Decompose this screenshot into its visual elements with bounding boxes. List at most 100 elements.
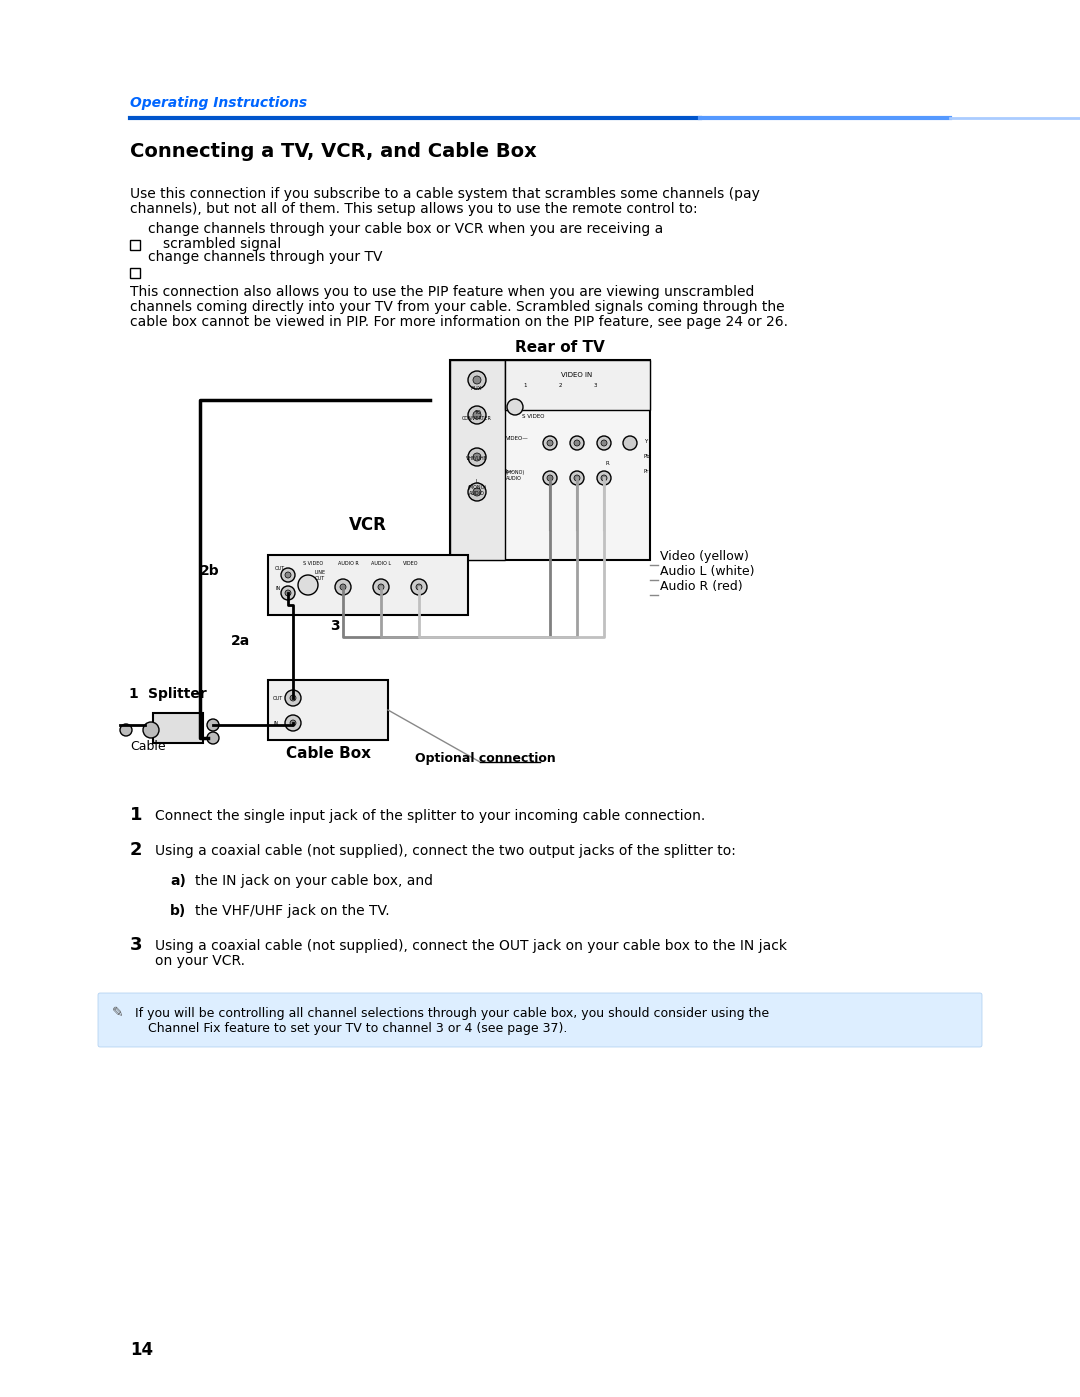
Text: the VHF/UHF jack on the TV.: the VHF/UHF jack on the TV.: [195, 904, 390, 918]
Text: AUDIO R: AUDIO R: [338, 562, 359, 566]
Text: 3: 3: [593, 383, 597, 388]
Text: VIDEO IN: VIDEO IN: [562, 372, 593, 379]
Text: channels), but not all of them. This setup allows you to use the remote control : channels), but not all of them. This set…: [130, 203, 698, 217]
Circle shape: [378, 584, 384, 590]
Text: IN: IN: [273, 721, 279, 726]
Bar: [450, 360, 505, 560]
Text: AUX: AUX: [471, 386, 483, 391]
Text: VIDEO: VIDEO: [403, 562, 419, 566]
Bar: [153, 712, 203, 743]
Circle shape: [473, 488, 481, 496]
Text: TO
CONVERTER: TO CONVERTER: [462, 411, 491, 420]
Text: Connect the single input jack of the splitter to your incoming cable connection.: Connect the single input jack of the spl…: [156, 809, 705, 823]
Text: Using a coaxial cable (not supplied), connect the OUT jack on your cable box to : Using a coaxial cable (not supplied), co…: [156, 939, 787, 953]
Text: AUDIO L: AUDIO L: [372, 562, 391, 566]
Text: Pr: Pr: [644, 469, 649, 474]
Circle shape: [207, 732, 219, 745]
Circle shape: [281, 585, 295, 599]
Circle shape: [600, 475, 607, 481]
Text: 14: 14: [130, 1341, 153, 1359]
Text: Channel Fix feature to set your TV to channel 3 or 4 (see page 37).: Channel Fix feature to set your TV to ch…: [148, 1023, 567, 1035]
Circle shape: [546, 475, 553, 481]
Circle shape: [543, 436, 557, 450]
Circle shape: [340, 584, 346, 590]
Text: Operating Instructions: Operating Instructions: [130, 96, 307, 110]
Text: 3: 3: [330, 619, 339, 633]
Text: 2a: 2a: [231, 634, 251, 648]
Text: channels coming directly into your TV from your cable. Scrambled signals coming : channels coming directly into your TV fr…: [130, 300, 785, 314]
Text: This connection also allows you to use the PIP feature when you are viewing unsc: This connection also allows you to use t…: [130, 285, 754, 299]
Circle shape: [573, 475, 580, 481]
Circle shape: [597, 436, 611, 450]
FancyBboxPatch shape: [98, 993, 982, 1046]
Text: ✎: ✎: [112, 1006, 123, 1020]
Text: L
(MONO)
AUDIO: L (MONO) AUDIO: [468, 479, 487, 496]
Text: scrambled signal: scrambled signal: [163, 237, 281, 251]
Text: Video (yellow): Video (yellow): [660, 550, 748, 563]
Text: the IN jack on your cable box, and: the IN jack on your cable box, and: [195, 875, 433, 888]
Circle shape: [335, 578, 351, 595]
Text: Audio R (red): Audio R (red): [660, 580, 743, 592]
Text: Optional connection: Optional connection: [415, 752, 555, 766]
Text: Connecting a TV, VCR, and Cable Box: Connecting a TV, VCR, and Cable Box: [130, 142, 537, 161]
Bar: [268, 555, 468, 615]
Circle shape: [468, 483, 486, 502]
Text: Pb: Pb: [644, 454, 651, 460]
Text: a): a): [170, 875, 186, 888]
Bar: [130, 240, 140, 250]
Text: R: R: [605, 461, 609, 467]
Text: 1: 1: [523, 383, 527, 388]
Circle shape: [416, 584, 422, 590]
Circle shape: [285, 590, 291, 597]
Text: If you will be controlling all channel selections through your cable box, you sh: If you will be controlling all channel s…: [135, 1007, 769, 1020]
Circle shape: [570, 436, 584, 450]
Circle shape: [546, 440, 553, 446]
Circle shape: [468, 448, 486, 467]
Text: Use this connection if you subscribe to a cable system that scrambles some chann: Use this connection if you subscribe to …: [130, 187, 760, 201]
Text: 1: 1: [130, 806, 143, 824]
Text: cable box cannot be viewed in PIP. For more information on the PIP feature, see : cable box cannot be viewed in PIP. For m…: [130, 314, 788, 330]
Circle shape: [285, 715, 301, 731]
Text: IN: IN: [275, 585, 280, 591]
Text: OUT: OUT: [273, 696, 283, 701]
Circle shape: [285, 571, 291, 578]
Text: VHF/UHF: VHF/UHF: [467, 455, 488, 461]
Circle shape: [600, 440, 607, 446]
Circle shape: [411, 578, 427, 595]
Text: 3: 3: [130, 936, 143, 954]
Circle shape: [120, 724, 132, 736]
Bar: [505, 360, 650, 409]
Circle shape: [285, 690, 301, 705]
Circle shape: [623, 436, 637, 450]
Text: S VIDEO: S VIDEO: [522, 414, 544, 419]
Text: VIDEO—: VIDEO—: [507, 436, 529, 441]
Circle shape: [473, 453, 481, 461]
Text: VCR: VCR: [349, 515, 387, 534]
Circle shape: [281, 569, 295, 583]
Text: Cable: Cable: [130, 740, 165, 753]
Text: on your VCR.: on your VCR.: [156, 954, 245, 968]
Bar: [130, 268, 140, 278]
Circle shape: [207, 719, 219, 731]
Text: LINE
OUT: LINE OUT: [314, 570, 325, 581]
Text: Rear of TV: Rear of TV: [515, 339, 605, 355]
Text: OUT: OUT: [275, 566, 285, 571]
Circle shape: [543, 471, 557, 485]
Text: L—: L—: [507, 469, 514, 474]
Text: Cable Box: Cable Box: [285, 746, 370, 761]
Circle shape: [291, 719, 296, 726]
Circle shape: [468, 372, 486, 388]
Circle shape: [573, 440, 580, 446]
Text: 2b: 2b: [200, 564, 219, 578]
Text: 1: 1: [129, 687, 138, 701]
Text: change channels through your TV: change channels through your TV: [148, 250, 382, 264]
Text: Y: Y: [644, 439, 647, 444]
Text: Audio L (white): Audio L (white): [660, 564, 755, 578]
Circle shape: [597, 471, 611, 485]
Text: 2: 2: [130, 841, 143, 859]
Circle shape: [298, 576, 318, 595]
Circle shape: [570, 471, 584, 485]
Circle shape: [473, 376, 481, 384]
Circle shape: [373, 578, 389, 595]
Circle shape: [291, 694, 296, 701]
